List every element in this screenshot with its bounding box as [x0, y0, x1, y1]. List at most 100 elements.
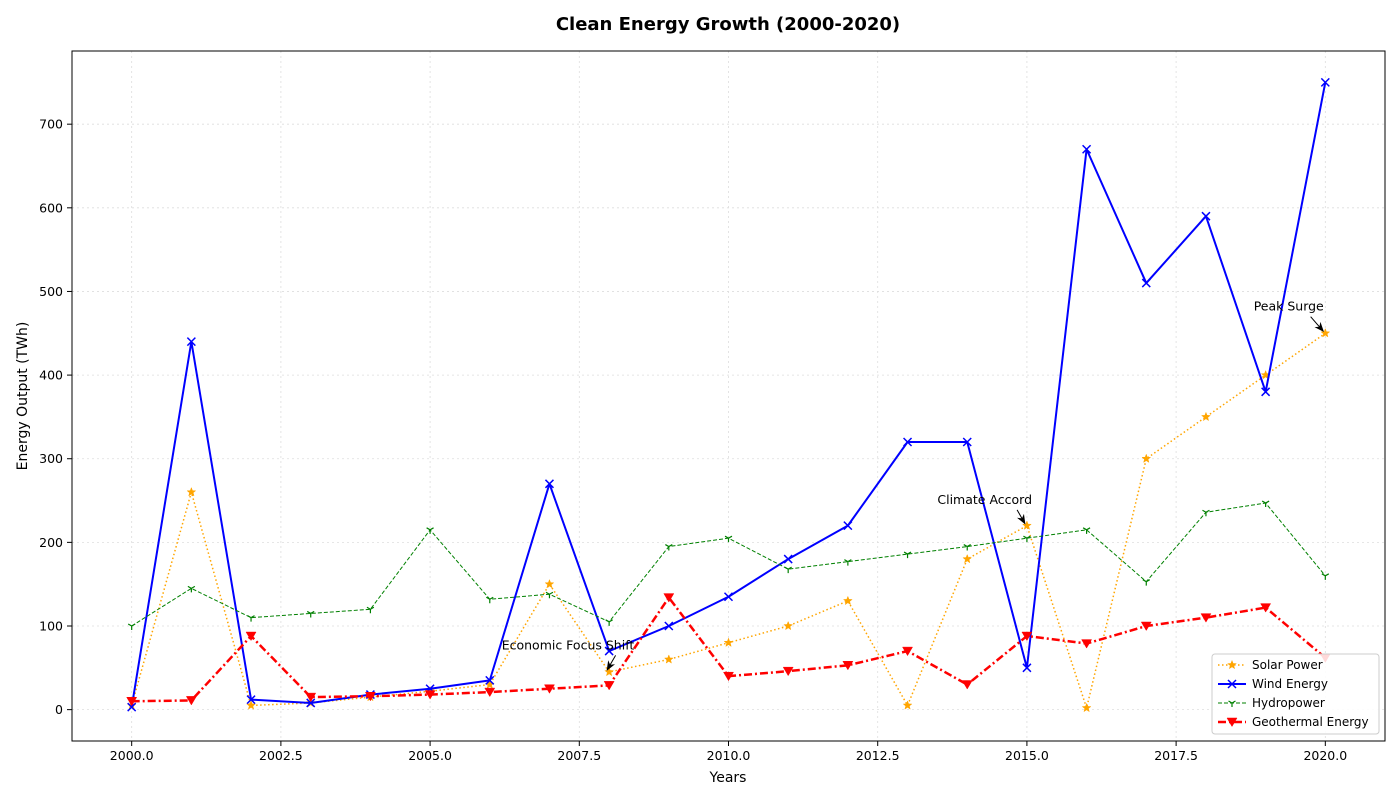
data-point [544, 479, 554, 489]
data-point [426, 527, 434, 534]
y-tick-label: 0 [55, 702, 63, 717]
grid [72, 51, 1385, 741]
data-point [1022, 663, 1032, 673]
data-point [902, 646, 913, 657]
data-point [663, 593, 675, 603]
data-point [127, 702, 137, 712]
data-point [783, 620, 794, 631]
y-tick-label: 500 [39, 284, 63, 299]
x-tick-label: 2017.5 [1154, 748, 1198, 763]
series-hydropower [127, 500, 1330, 630]
data-point [665, 544, 673, 551]
data-point [246, 695, 256, 705]
y-tick-label: 700 [39, 117, 63, 132]
series-wind-energy [127, 77, 1330, 712]
data-point [185, 696, 197, 706]
legend-label: Solar Power [1252, 658, 1323, 672]
legend-label: Wind Energy [1252, 677, 1328, 691]
data-point [1081, 702, 1092, 713]
annotation-text: Economic Focus Shift [502, 637, 635, 652]
data-point [603, 681, 615, 691]
data-point [1261, 500, 1270, 508]
data-point [485, 675, 495, 685]
data-point [843, 521, 853, 531]
data-point [844, 559, 852, 566]
legend-item: Wind Energy [1218, 677, 1328, 691]
data-point [246, 700, 257, 710]
data-point [544, 578, 555, 589]
legend-marker [1227, 659, 1237, 670]
data-point [842, 595, 853, 606]
legend-item: Solar Power [1218, 658, 1323, 672]
data-point [186, 486, 197, 497]
legend-label: Hydropower [1252, 696, 1325, 710]
data-point [604, 646, 614, 656]
legend-marker [1228, 700, 1236, 707]
legend-label: Geothermal Energy [1252, 715, 1369, 729]
annotation: Peak Surge [1254, 299, 1324, 333]
legend-item: Hydropower [1218, 696, 1325, 710]
data-point [245, 631, 257, 642]
data-point [1200, 411, 1211, 422]
data-point [306, 698, 316, 708]
data-point [1141, 278, 1151, 288]
x-axis-label: Years [709, 770, 747, 786]
data-point [1200, 613, 1212, 623]
y-tick-label: 400 [39, 368, 63, 383]
data-point [1142, 579, 1151, 586]
data-point [247, 615, 255, 622]
data-point [1081, 639, 1093, 649]
data-point [1082, 144, 1092, 154]
data-point [1140, 621, 1152, 631]
x-tick-label: 2012.5 [856, 748, 900, 763]
data-point [723, 637, 734, 647]
series-geothermal-energy [126, 593, 1331, 707]
data-point [424, 690, 436, 700]
data-point [903, 437, 913, 447]
data-point [1082, 527, 1091, 534]
data-point [364, 692, 376, 702]
data-point [723, 671, 734, 682]
data-point [485, 596, 494, 604]
y-tick-label: 200 [39, 535, 63, 550]
series-group [126, 77, 1331, 713]
data-point [605, 619, 613, 626]
data-point [306, 610, 315, 618]
chart-title: Clean Energy Growth (2000-2020) [556, 14, 900, 35]
data-point [1201, 211, 1211, 221]
legend-marker [1226, 717, 1238, 727]
y-axis-label: Energy Output (TWh) [15, 322, 31, 471]
data-point [963, 544, 972, 551]
data-point [1202, 509, 1210, 517]
annotation-arrow [1016, 509, 1026, 525]
annotation-arrow [606, 655, 617, 671]
annotation: Economic Focus Shift [502, 637, 635, 671]
data-point [1023, 535, 1031, 543]
data-point [484, 687, 496, 698]
y-tick-label: 600 [39, 200, 63, 215]
data-point [663, 654, 674, 664]
data-point [1261, 387, 1271, 397]
x-tick-label: 2000.0 [110, 748, 154, 763]
data-point [783, 554, 793, 564]
data-point [962, 553, 973, 564]
data-point [902, 700, 913, 710]
legend: Solar Power Wind Energy Hydropower Geotherm… [1211, 653, 1380, 735]
data-point [962, 437, 972, 447]
data-point [1321, 573, 1330, 580]
data-point [1021, 631, 1033, 642]
legend-marker [1227, 679, 1237, 689]
data-point [1260, 603, 1272, 613]
data-point [1141, 453, 1152, 463]
annotation-arrow [1310, 316, 1324, 333]
data-point [961, 680, 973, 690]
y-tick-label: 100 [39, 619, 63, 634]
series-solar-power [126, 328, 1331, 713]
data-point [903, 551, 912, 559]
data-point [305, 692, 317, 703]
x-tick-label: 2015.0 [1005, 748, 1049, 763]
data-point [724, 535, 733, 543]
annotations: Economic Focus Shift Climate Accord Peak S… [502, 299, 1324, 671]
x-tick-label: 2020.0 [1303, 748, 1347, 763]
data-point [664, 621, 674, 631]
